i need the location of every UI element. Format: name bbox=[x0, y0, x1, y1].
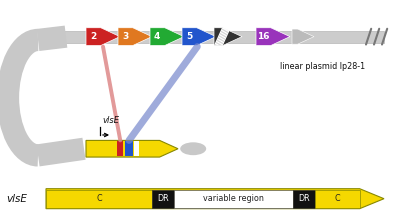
PathPatch shape bbox=[292, 29, 314, 44]
PathPatch shape bbox=[86, 141, 178, 157]
Text: linear plasmid lp28-1: linear plasmid lp28-1 bbox=[280, 62, 365, 71]
PathPatch shape bbox=[256, 28, 290, 46]
Bar bbox=[125, 141, 133, 156]
PathPatch shape bbox=[46, 189, 384, 209]
Bar bbox=[117, 141, 123, 156]
Text: vlsE: vlsE bbox=[102, 116, 119, 125]
PathPatch shape bbox=[86, 28, 120, 46]
PathPatch shape bbox=[150, 28, 184, 46]
Bar bbox=[134, 141, 139, 156]
PathPatch shape bbox=[182, 28, 216, 46]
Bar bbox=[64, 31, 384, 43]
PathPatch shape bbox=[214, 28, 242, 46]
Text: 3: 3 bbox=[122, 32, 128, 41]
Text: 16: 16 bbox=[257, 32, 269, 41]
Text: C: C bbox=[335, 194, 340, 203]
Text: 5: 5 bbox=[186, 32, 192, 41]
PathPatch shape bbox=[118, 28, 152, 46]
Bar bbox=[315, 190, 360, 208]
Text: vlsE: vlsE bbox=[6, 194, 27, 204]
Ellipse shape bbox=[180, 142, 206, 155]
Bar bbox=[152, 190, 174, 208]
Text: variable region: variable region bbox=[203, 194, 264, 203]
Bar bbox=[46, 190, 152, 208]
Bar bbox=[293, 190, 315, 208]
Text: 4: 4 bbox=[154, 32, 160, 41]
Text: DR: DR bbox=[298, 194, 310, 203]
Text: 2: 2 bbox=[90, 32, 96, 41]
Bar bbox=[174, 190, 293, 208]
Text: DR: DR bbox=[158, 194, 169, 203]
Text: C: C bbox=[96, 194, 102, 203]
